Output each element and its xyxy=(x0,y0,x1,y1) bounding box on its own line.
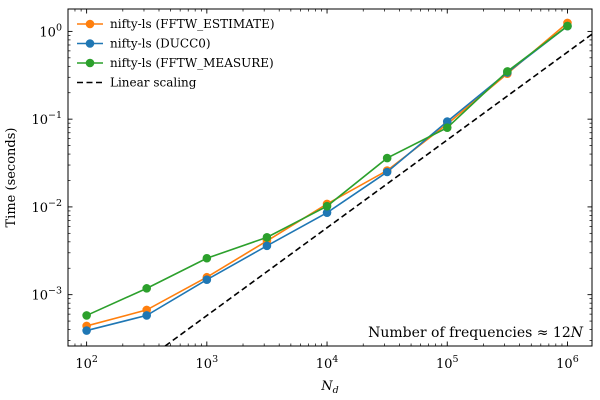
series-3-point-4 xyxy=(262,233,272,242)
x-tick-label-5: 106 xyxy=(556,354,579,372)
series-group xyxy=(82,18,592,346)
legend-item-2: nifty-ls (DUCC0) xyxy=(77,37,211,51)
legend-item-1: nifty-ls (FFTW_ESTIMATE) xyxy=(77,17,275,31)
plot-area xyxy=(67,8,593,347)
y-axis: 10−3 10−2 10−1 100 xyxy=(31,22,592,341)
legend-marker-1 xyxy=(85,19,95,29)
legend-label-3: nifty-ls (FFTW_MEASURE) xyxy=(110,56,274,70)
series-2-point-5 xyxy=(322,208,332,217)
legend-item-4: Linear scaling xyxy=(77,76,197,90)
series-line-4 xyxy=(164,33,592,346)
legend-label-4: Linear scaling xyxy=(110,76,197,90)
legend-label-1: nifty-ls (FFTW_ESTIMATE) xyxy=(110,17,275,31)
series-3-point-3 xyxy=(202,253,212,263)
x-tick-label-1: 102 xyxy=(75,354,98,372)
series-3-point-6 xyxy=(382,153,392,163)
y-tick-label-1: 10−3 xyxy=(31,286,62,304)
x-tick-label-4: 105 xyxy=(436,354,459,372)
y-axis-label: Time (seconds) xyxy=(4,128,19,228)
series-3-point-8 xyxy=(503,67,512,76)
y-tick-label-4: 100 xyxy=(39,22,62,40)
series-2-point-6 xyxy=(382,167,392,177)
y-tick-label-2: 10−2 xyxy=(31,198,62,216)
legend-label-2: nifty-ls (DUCC0) xyxy=(110,37,211,51)
series-3-point-1 xyxy=(82,311,91,320)
legend-item-3: nifty-ls (FFTW_MEASURE) xyxy=(77,56,274,70)
series-3-point-9 xyxy=(563,21,572,31)
series-2-point-7 xyxy=(442,117,452,126)
plot-frame xyxy=(67,8,593,347)
series-2-point-1 xyxy=(82,326,91,335)
series-2-point-3 xyxy=(202,275,212,285)
legend-marker-2 xyxy=(85,39,95,48)
series-2-point-2 xyxy=(142,311,151,320)
x-axis: 102 103 104 105 106 xyxy=(74,9,579,372)
x-tick-label-3: 104 xyxy=(316,354,339,372)
series-3-point-7 xyxy=(442,123,452,132)
annotation: Number of frequencies ≈ 12N xyxy=(368,325,584,341)
series-3-point-5 xyxy=(322,201,332,211)
legend: nifty-ls (FFTW_ESTIMATE) nifty-ls (DUCC0)… xyxy=(77,17,275,90)
series-3-point-2 xyxy=(142,284,151,293)
legend-marker-3 xyxy=(85,58,95,68)
x-axis-label: Nd xyxy=(320,379,338,396)
y-tick-label-3: 10−1 xyxy=(31,110,62,128)
x-tick-label-2: 103 xyxy=(196,354,219,372)
series-line-2 xyxy=(86,25,568,332)
series-2-point-4 xyxy=(262,241,272,251)
